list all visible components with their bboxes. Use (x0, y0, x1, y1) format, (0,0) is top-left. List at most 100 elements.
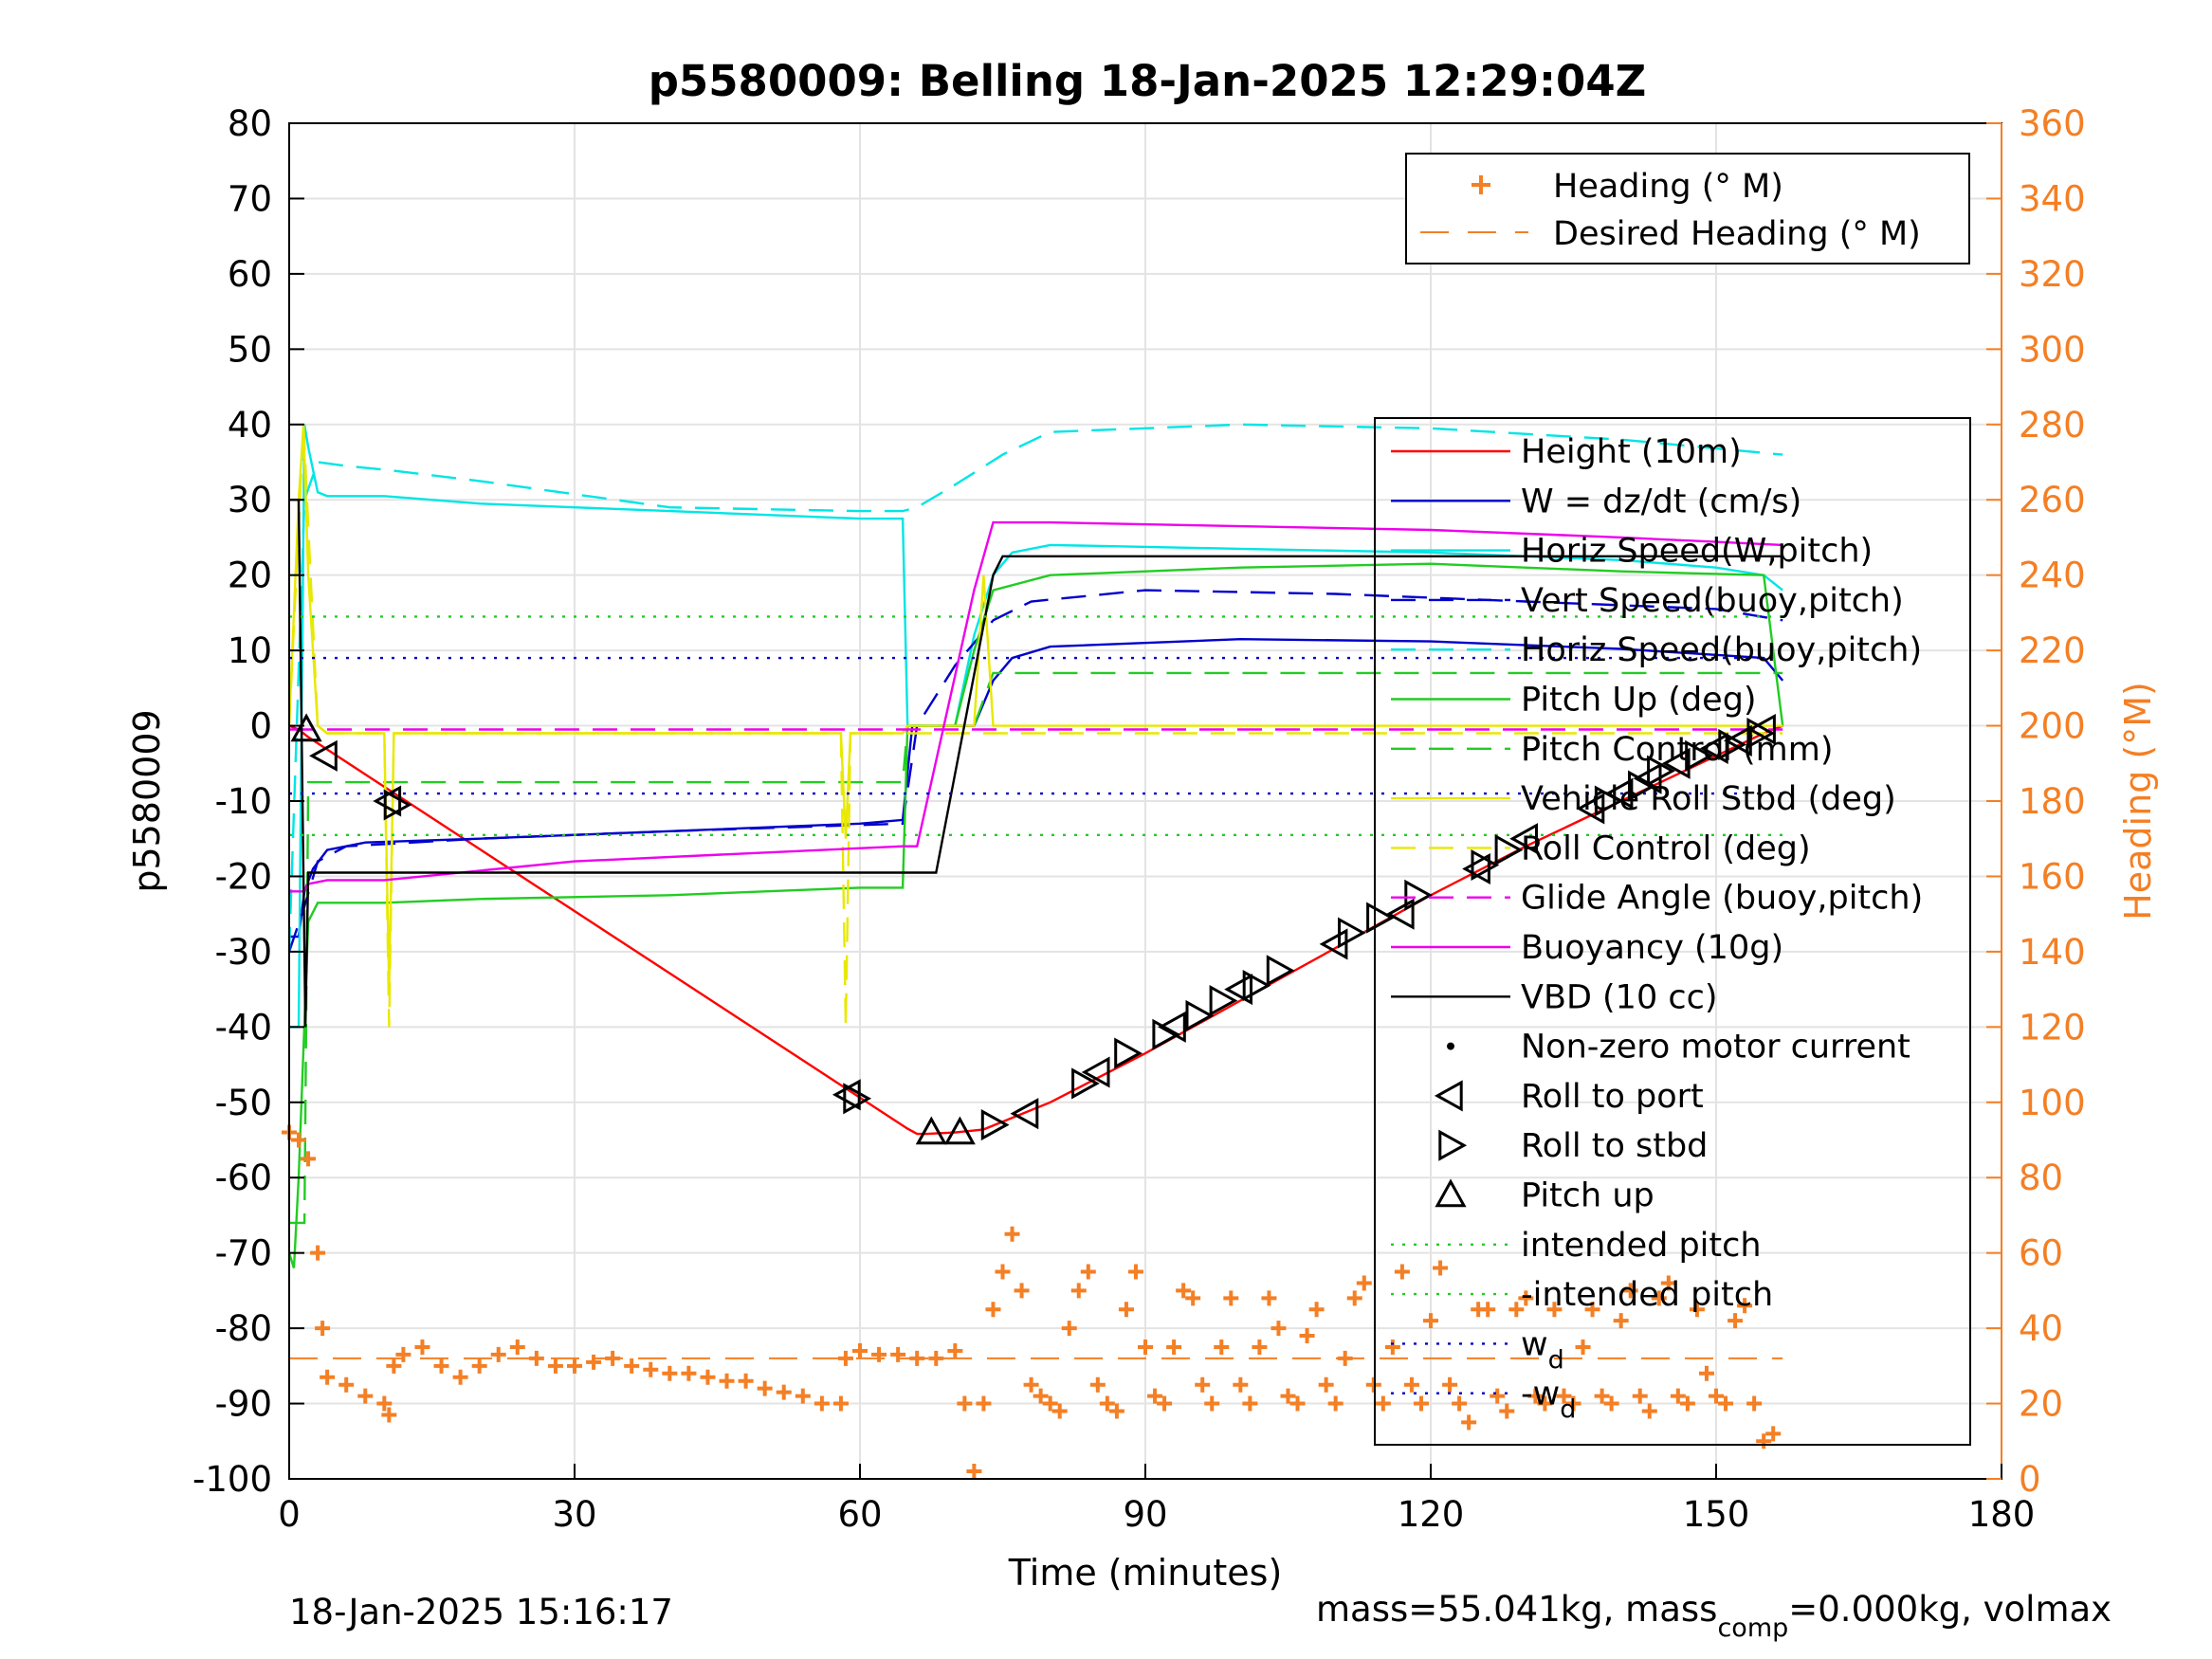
heading-point (1603, 1395, 1619, 1412)
legend-heading-label: Desired Heading (° M) (1553, 215, 1921, 253)
heading-point (1594, 1388, 1610, 1404)
marker-layer (290, 713, 1776, 1145)
heading-point (1042, 1395, 1058, 1412)
heading-point (1138, 1339, 1153, 1355)
heading-point (1004, 1226, 1020, 1242)
heading-point (1641, 1403, 1657, 1419)
y-tick-label: -70 (215, 1233, 272, 1274)
y-right-tick-label: 220 (2019, 630, 2086, 671)
x-tick-label: 150 (1683, 1494, 1750, 1535)
heading-point (310, 1245, 326, 1261)
heading-point (1613, 1313, 1629, 1329)
legend-main-swatch (1434, 1080, 1463, 1112)
heading-point (1384, 1339, 1400, 1355)
legend-main-swatch (1438, 1129, 1468, 1161)
heading-point (1452, 1395, 1468, 1412)
legend-main-label-text: intended pitch (1521, 1227, 1762, 1265)
heading-point (301, 1151, 317, 1167)
heading-point (662, 1365, 678, 1381)
roll-stbd-marker (1746, 717, 1776, 750)
series-line (289, 499, 1783, 1028)
heading-point (814, 1395, 830, 1412)
heading-point (528, 1350, 544, 1366)
heading-point (1261, 1290, 1277, 1306)
y-tick-label: -40 (215, 1007, 272, 1048)
legend-main-label: -intended pitch (1521, 1276, 1773, 1314)
legend-main-label-text: Horiz Speed(buoy,pitch) (1521, 631, 1922, 669)
heading-point (1698, 1365, 1714, 1381)
heading-point (795, 1388, 811, 1404)
heading-point (1280, 1388, 1296, 1404)
heading-point (1518, 1290, 1534, 1306)
legend-heading-swatch (1472, 175, 1490, 194)
y-tick-label: -90 (215, 1384, 272, 1425)
legend-main-label-text: Vehicle Roll Stbd (deg) (1521, 780, 1896, 818)
legend-main-label: Roll to stbd (1521, 1127, 1708, 1165)
series-line (289, 520, 1783, 893)
heading-point (1403, 1376, 1419, 1393)
heading-point (376, 1395, 393, 1412)
y-tick-label: 20 (228, 556, 272, 596)
heading-point (1765, 1426, 1782, 1442)
heading-point (1051, 1403, 1068, 1419)
heading-point (395, 1346, 411, 1362)
series-layer (282, 423, 1784, 1480)
series-line (287, 423, 1783, 952)
heading-point (1413, 1395, 1429, 1412)
heading-point (1127, 1264, 1143, 1280)
heading-point (1223, 1290, 1239, 1306)
x-tick-label: 90 (1123, 1494, 1167, 1535)
y-right-tick-label: 80 (2019, 1158, 2063, 1198)
heading-point (1537, 1395, 1553, 1412)
heading-point (909, 1350, 925, 1366)
y-right-tick-label: 140 (2019, 932, 2086, 973)
y-right-tick-label: 40 (2019, 1308, 2063, 1349)
y-tick-label: -50 (215, 1083, 272, 1123)
y-tick-label: 10 (228, 630, 272, 671)
heading-point (1014, 1283, 1030, 1299)
pitch-up-marker (943, 1116, 976, 1145)
heading-point (928, 1350, 944, 1366)
legend-heading-label: Heading (° M) (1553, 168, 1783, 206)
heading-point (1718, 1395, 1734, 1412)
pitch-up-marker (290, 713, 322, 742)
heading-point (1070, 1283, 1087, 1299)
legend-main-label-text: Horiz Speed(W,pitch) (1521, 533, 1873, 571)
heading-point (509, 1339, 525, 1355)
heading-point (1214, 1339, 1230, 1355)
roll-port-marker (1081, 1056, 1110, 1088)
y-tick-label: 80 (228, 103, 272, 144)
heading-point (1108, 1403, 1124, 1419)
heading-point (1461, 1414, 1477, 1431)
heading-point (1490, 1388, 1506, 1404)
heading-point (320, 1369, 336, 1385)
roll-stbd-marker (1718, 728, 1747, 760)
legend-main-label: Vert Speed(buoy,pitch) (1521, 582, 1904, 620)
heading-point (1147, 1388, 1163, 1404)
heading-point (1575, 1339, 1591, 1355)
roll-port-marker (1699, 732, 1728, 764)
heading-point (586, 1354, 602, 1370)
y-right-tick-label: 180 (2019, 781, 2086, 822)
heading-point (1365, 1376, 1381, 1393)
heading-point (567, 1358, 582, 1374)
legend-main-label: Pitch Up (deg) (1521, 682, 1757, 720)
y-axis-label: p5580009 (126, 709, 168, 892)
heading-point (1318, 1376, 1334, 1393)
heading-point (1584, 1302, 1600, 1318)
roll-stbd-marker (1685, 739, 1713, 772)
heading-point (414, 1339, 430, 1355)
heading-point (681, 1365, 697, 1381)
legend-main-label-text: Height (10m) (1521, 433, 1742, 471)
timestamp: 18-Jan-2025 15:16:17 (289, 1592, 673, 1632)
roll-stbd-marker (1471, 848, 1500, 882)
y-right-tick-label: 120 (2019, 1007, 2086, 1048)
heading-point (837, 1350, 853, 1366)
heading-point (1242, 1395, 1258, 1412)
heading-point (1299, 1328, 1315, 1344)
legend-main-label: Roll to port (1521, 1078, 1704, 1116)
heading-point (776, 1384, 792, 1400)
y-right-tick-label: 280 (2019, 405, 2086, 446)
heading-point (1746, 1395, 1763, 1412)
